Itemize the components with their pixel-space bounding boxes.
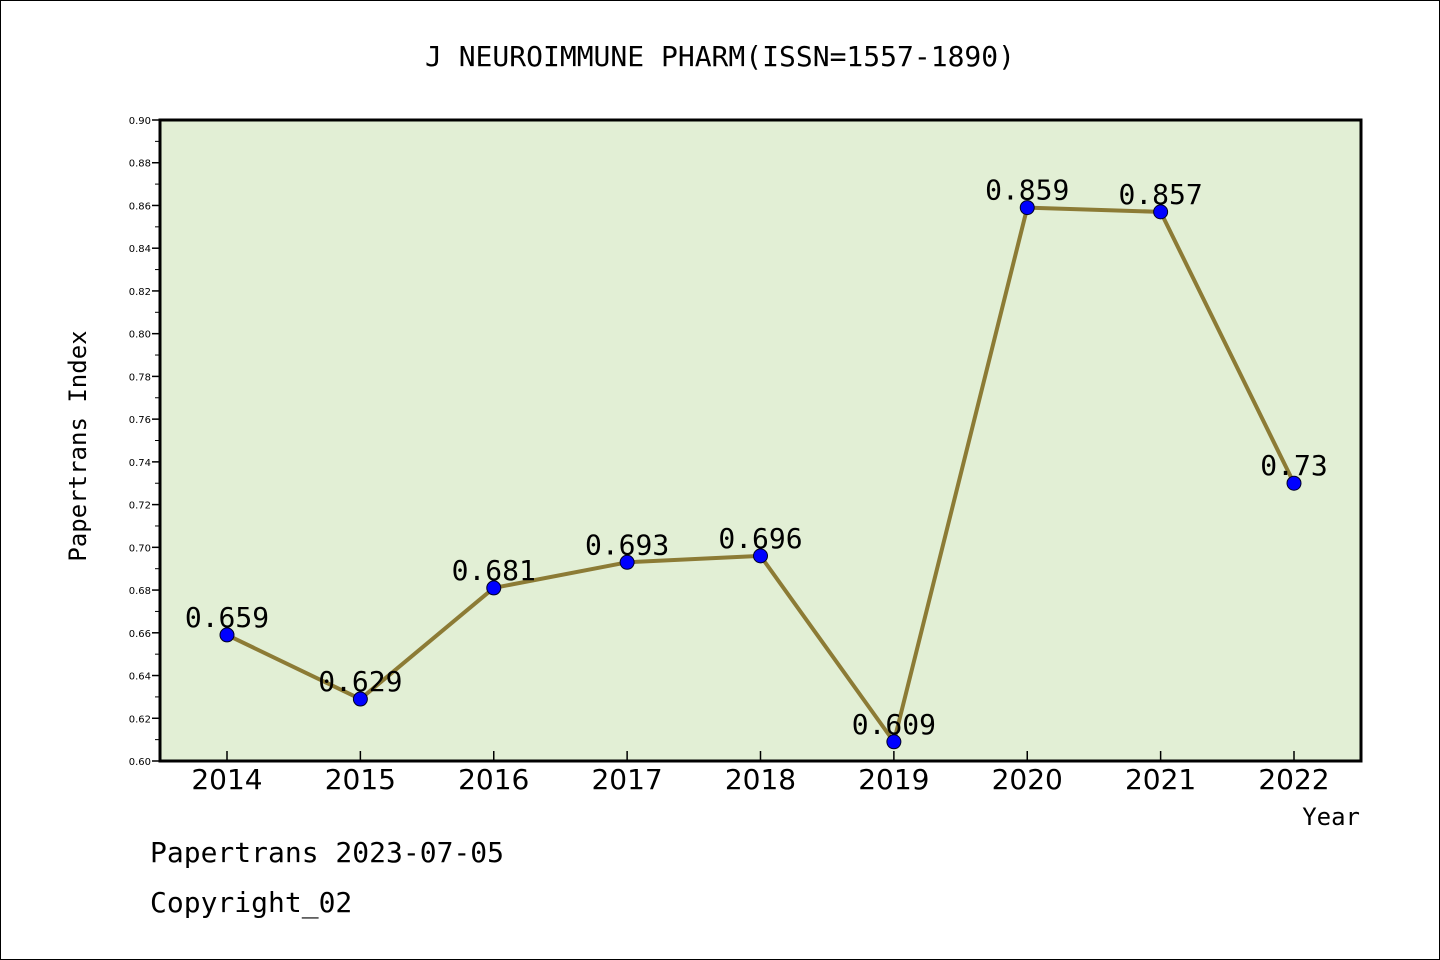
x-tick-label: 2019 [858,763,929,796]
x-tick-label: 2022 [1258,763,1329,796]
data-point [1286,475,1302,491]
data-label: 0.629 [318,665,402,698]
x-tick-label: 2015 [325,763,396,796]
data-point [619,554,635,570]
footer-copyright: Copyright_02 [150,886,353,919]
chart-title: J NEUROIMMUNE PHARM(ISSN=1557-1890) [425,40,1015,73]
y-axis-label: Papertrans Index [64,330,92,561]
x-tick-label: 2021 [1125,763,1196,796]
y-tick-label: 0.64 [129,672,151,683]
y-tick-label: 0.74 [129,458,151,469]
plot-area [158,118,1363,763]
data-point [352,691,368,707]
data-points [219,200,1302,750]
data-point [486,580,502,596]
y-tick-label: 0.72 [129,501,151,512]
y-tick-label: 0.76 [129,415,151,426]
y-tick-label: 0.70 [129,543,151,554]
data-label: 0.857 [1118,178,1202,211]
data-label: 0.609 [852,708,936,741]
x-tick-label: 2018 [725,763,796,796]
x-tick-label: 2016 [458,763,529,796]
y-tick-label: 0.86 [129,201,151,212]
data-label: 0.659 [185,601,269,634]
y-tick-label: 0.68 [129,586,151,597]
y-tick-label: 0.82 [129,287,151,298]
data-point [1153,204,1169,220]
data-label: 0.859 [985,174,1069,207]
x-tick-label: 2017 [591,763,662,796]
data-point [219,627,235,643]
data-label: 0.73 [1260,449,1327,482]
data-point [753,548,768,564]
x-tick-label: 2020 [992,763,1063,796]
y-tick-label: 0.60 [129,757,151,768]
data-point [1019,200,1035,216]
footer-date: Papertrans 2023-07-05 [150,836,505,869]
y-tick-label: 0.62 [129,714,151,725]
data-label: 0.681 [452,554,536,587]
x-tick-label: 2014 [191,763,262,796]
y-tick-label: 0.66 [129,629,151,640]
data-labels: 0.659 0.629 0.681 0.693 0.696 0.609 0.859 0.857… [185,174,1328,741]
x-axis: 2014 2015 2016 2017 2018 2019 2020 2021 2022 [191,751,1330,796]
data-label: 0.696 [718,522,802,555]
y-tick-label: 0.90 [129,116,151,127]
y-tick-label: 0.78 [129,372,151,383]
data-point [886,734,902,750]
y-tick-label: 0.80 [129,330,151,341]
data-label: 0.693 [585,528,669,561]
y-tick-label: 0.88 [129,159,151,170]
y-tick-label: 0.84 [129,244,151,255]
y-axis: 0.60 0.62 0.64 0.66 0.68 0.70 0.72 0.74 0.76 0.78… [129,116,160,768]
x-axis-label: Year [1302,803,1360,831]
